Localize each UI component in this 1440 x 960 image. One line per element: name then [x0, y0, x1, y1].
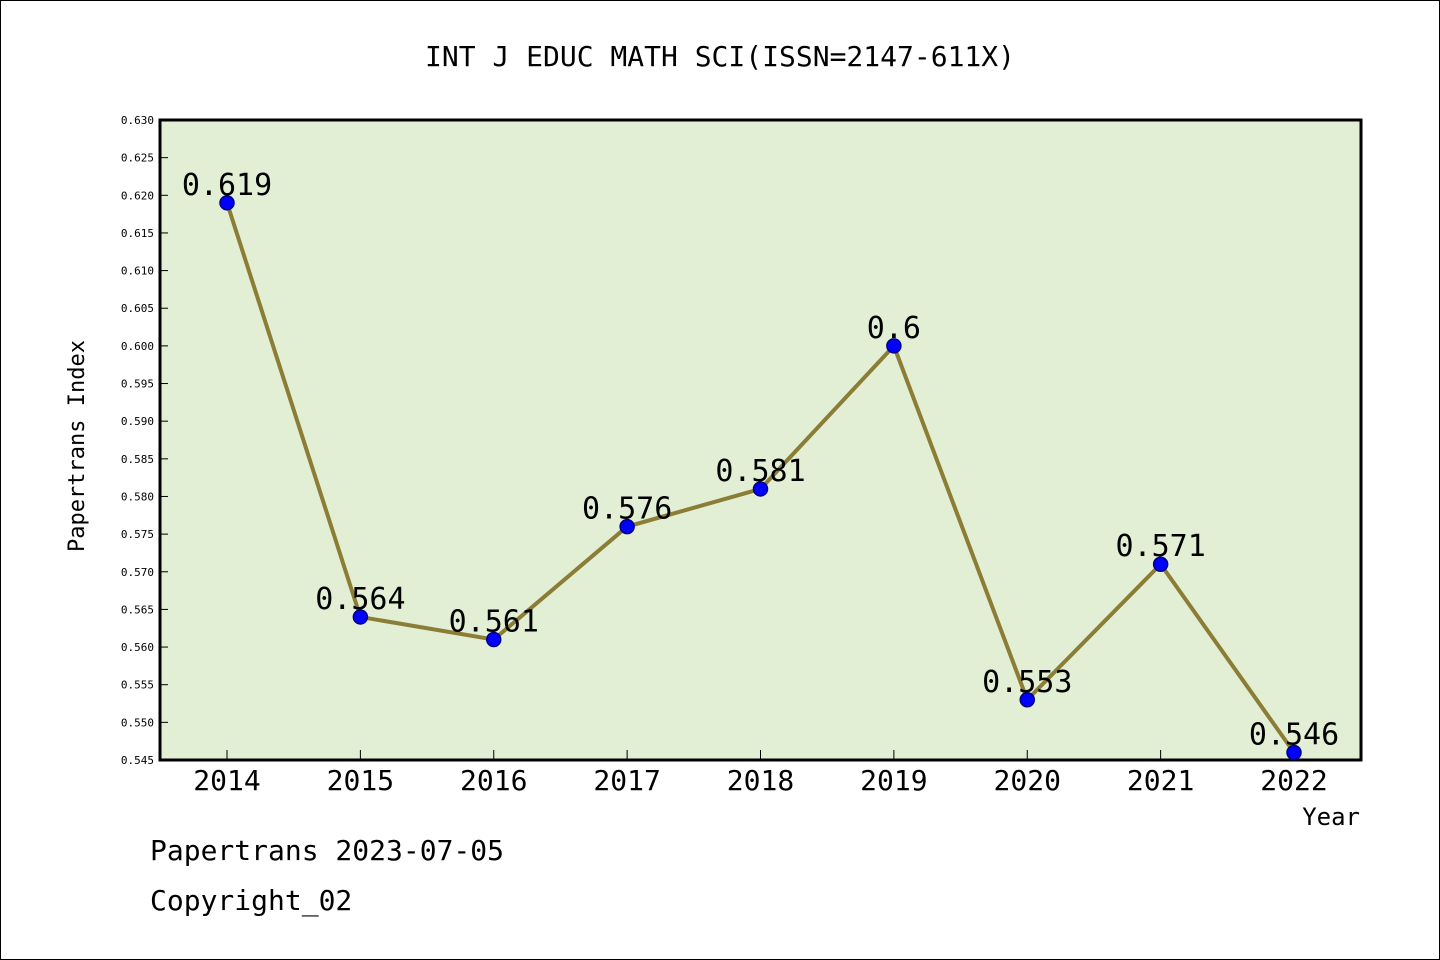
- data-point: [1152, 556, 1169, 572]
- y-tick-label: 0.630: [121, 114, 154, 127]
- y-tick-label: 0.565: [121, 603, 154, 616]
- x-tick-label: 2014: [193, 764, 260, 797]
- y-tick-label: 0.590: [121, 415, 154, 428]
- footer-date: Papertrans 2023-07-05: [150, 834, 505, 867]
- data-point: [486, 631, 502, 648]
- data-label: 0.571: [1115, 529, 1205, 564]
- x-tick-label: 2016: [460, 764, 527, 797]
- y-tick-label: 0.555: [121, 679, 154, 692]
- data-label: 0.576: [582, 492, 672, 527]
- data-label: 0.564: [315, 582, 405, 617]
- x-tick-label: 2015: [327, 764, 394, 797]
- x-tick-label: 2020: [994, 764, 1061, 797]
- chart-title: INT J EDUC MATH SCI(ISSN=2147-611X): [425, 40, 1015, 73]
- data-label: 0.561: [449, 605, 539, 640]
- data-point: [1286, 744, 1302, 761]
- data-point: [219, 195, 235, 211]
- y-tick-label: 0.600: [121, 340, 154, 353]
- data-label: 0.581: [715, 454, 805, 489]
- x-axis-label: Year: [1302, 803, 1360, 831]
- x-tick-label: 2017: [593, 764, 660, 797]
- y-tick-label: 0.545: [121, 754, 154, 767]
- x-tick-label: 2021: [1127, 764, 1194, 797]
- y-tick-label: 0.620: [121, 189, 154, 202]
- y-tick-label: 0.575: [121, 528, 154, 541]
- y-tick-label: 0.585: [121, 453, 154, 466]
- y-tick-label: 0.560: [121, 641, 154, 654]
- series-markers: [219, 195, 1302, 761]
- y-tick-label: 0.615: [121, 227, 154, 240]
- data-point: [752, 481, 769, 497]
- y-tick-label: 0.580: [121, 490, 154, 503]
- footer-copyright: Copyright_02: [150, 884, 353, 917]
- y-tick-label: 0.605: [121, 302, 154, 315]
- y-tick-label: 0.625: [121, 152, 154, 165]
- y-tick-label: 0.610: [121, 265, 154, 278]
- x-tick-label: 2019: [860, 764, 927, 797]
- y-axis: 0.545 0.550 0.555 0.560 0.565 0.570 0.575 0.580…: [121, 114, 168, 767]
- data-point: [1019, 692, 1035, 708]
- x-tick-label: 2018: [727, 764, 794, 797]
- y-tick-label: 0.595: [121, 378, 154, 391]
- data-point: [352, 609, 369, 625]
- x-tick-label: 2022: [1260, 764, 1327, 797]
- plot-area: [158, 118, 1363, 762]
- y-tick-label: 0.550: [121, 716, 154, 729]
- y-axis-label: Papertrans Index: [65, 340, 90, 552]
- data-label: 0.546: [1249, 717, 1339, 752]
- x-axis: 2014 2015 2016 2017 2018 2019 2020 2021 2022: [193, 750, 1328, 797]
- data-point: [619, 518, 635, 535]
- y-tick-label: 0.570: [121, 566, 154, 579]
- data-label: 0.6: [867, 311, 921, 346]
- data-labels: 0.619 0.564 0.561 0.576 0.581 0.6 0.553 0.571 0.…: [182, 168, 1339, 753]
- data-label: 0.619: [182, 168, 272, 203]
- data-label: 0.553: [982, 665, 1072, 700]
- data-point: [886, 338, 902, 354]
